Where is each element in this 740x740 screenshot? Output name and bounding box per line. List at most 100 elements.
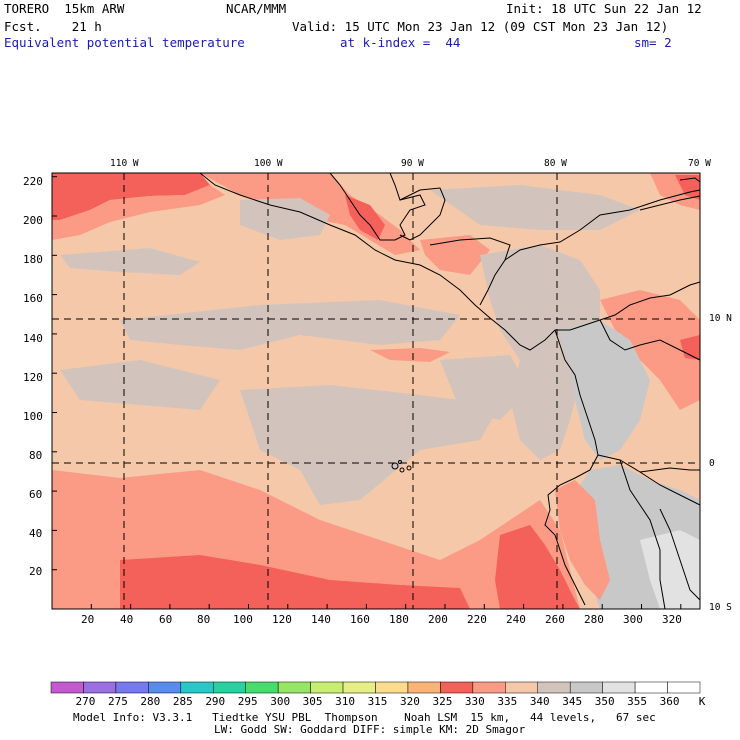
colorbar-swatch: [148, 681, 182, 694]
grey-band-central: [120, 300, 460, 350]
brazil-border: [639, 467, 700, 473]
x-tick-label: 260: [545, 613, 565, 626]
x-tick-label: 120: [272, 613, 292, 626]
colorbar-swatch: [375, 681, 409, 694]
colorbar-label: 290: [205, 695, 226, 708]
grey-band-ocean-mid: [440, 355, 530, 420]
y-tick-label: 80: [29, 449, 43, 462]
level-label: at k-index = 44: [340, 35, 461, 50]
colorbar-swatch: [115, 681, 149, 694]
lon-label-110w: 110 W: [110, 158, 139, 169]
grey-band-south: [240, 385, 500, 505]
grey-colombia-land: [560, 320, 650, 460]
x-tick-label: 240: [506, 613, 526, 626]
gulf-coast: [329, 172, 426, 241]
colorbar-swatch: [602, 681, 636, 694]
valid-time: Valid: 15 UTC Mon 23 Jan 12 (09 CST Mon …: [292, 19, 669, 34]
x-tick-label: 100: [233, 613, 253, 626]
colorbar-swatch: [634, 681, 668, 694]
hot-patch-peru: [495, 525, 580, 609]
x-tick-label: 220: [467, 613, 487, 626]
warm-patch-nw-edge: [52, 185, 225, 240]
warm-patch-colombia-coast: [600, 290, 700, 410]
warm-patch-nw: [52, 173, 210, 220]
graticule: [52, 173, 700, 609]
x-tick-label: 60: [159, 613, 173, 626]
x-tick-label: 160: [350, 613, 370, 626]
colorbar-swatch: [310, 681, 344, 694]
y-tick-label: 220: [23, 175, 43, 188]
colorbar-label: 295: [237, 695, 258, 708]
colorbar-swatch: [537, 681, 571, 694]
grey-band-middle: [60, 360, 220, 410]
map-frame: [51, 172, 701, 610]
x-tick-label: 40: [120, 613, 134, 626]
x-tick-label: 300: [623, 613, 643, 626]
colorbar-swatch: [342, 681, 376, 694]
grey-band-east: [430, 185, 640, 230]
colorbar-swatch: [245, 681, 279, 694]
colorbar-swatch: [407, 681, 441, 694]
colorbar-label: 300: [270, 695, 291, 708]
temperature-fill: [52, 173, 700, 609]
colorbar-swatch: [213, 681, 246, 694]
colorbar-label: 305: [302, 695, 323, 708]
colorbar-label: 350: [594, 695, 615, 708]
colorbar-label: 315: [367, 695, 388, 708]
colorbar-label: 335: [497, 695, 518, 708]
colorbar-label: 310: [335, 695, 355, 708]
y-tick-label: 100: [23, 410, 43, 423]
ecuador-border: [597, 454, 701, 506]
y-tick-label: 20: [29, 565, 43, 578]
colorbar-swatch: [180, 681, 214, 694]
y-tick-label: 120: [23, 371, 43, 384]
colorbar-label: 330: [464, 695, 485, 708]
grey-band-colombia: [480, 245, 600, 460]
x-tick-label: 200: [428, 613, 448, 626]
colorbar-swatch: [667, 681, 701, 694]
colorbar-label: 340: [529, 695, 550, 708]
axis-ticks: [52, 176, 682, 609]
warm-patch-caribbean-red: [675, 175, 700, 200]
colombia-venezuela-border: [599, 319, 701, 361]
init-time: Init: 18 UTC Sun 22 Jan 12: [506, 1, 702, 16]
colorbar-swatch: [440, 681, 474, 694]
lon-label-70w: 70 W: [688, 158, 711, 169]
peru-border: [619, 459, 666, 610]
honduras-coast: [429, 237, 511, 306]
hot-band-south-pacific: [120, 555, 470, 609]
x-tick-label: 80: [197, 613, 211, 626]
center-name: NCAR/MMM: [226, 1, 287, 16]
colorbar-label: 325: [432, 695, 453, 708]
colorbar-label: 270: [75, 695, 96, 708]
colorbar-unit: K: [698, 695, 706, 708]
y-tick-label: 180: [23, 253, 43, 266]
warm-patch-colombia-red: [680, 335, 700, 360]
model-info-line2: LW: Godd SW: Goddard DIFF: simple KM: 2D…: [214, 723, 526, 736]
field-name: Equivalent potential temperature: [4, 35, 245, 50]
chile-border: [659, 508, 701, 601]
x-tick-label: 180: [389, 613, 409, 626]
y-tick-label: 200: [23, 214, 43, 227]
warm-patch-guatemala: [345, 195, 385, 240]
colorbar-swatch: [569, 681, 603, 694]
lat-label-10s: 10 S: [709, 602, 732, 613]
colorbar-label: 345: [562, 695, 583, 708]
colorbar-label: 360: [659, 695, 680, 708]
grey-band-gulf: [240, 198, 330, 240]
lon-label-80w: 80 W: [544, 158, 567, 169]
lat-label-10n: 10 N: [709, 313, 732, 324]
warm-andes-coast: [555, 480, 610, 600]
lon-label-90w: 90 W: [401, 158, 424, 169]
y-tick-label: 160: [23, 292, 43, 305]
y-tick-label: 140: [23, 332, 43, 345]
x-tick-label: 280: [584, 613, 604, 626]
y-tick-label: 60: [29, 488, 43, 501]
caribbean-coast: [504, 189, 701, 261]
south-america-coast: [544, 329, 599, 606]
colorbar-label: 320: [400, 695, 420, 708]
model-name: TORERO 15km ARW: [4, 1, 125, 16]
colorbar-label: 285: [172, 695, 193, 708]
colorbar-swatch: [277, 681, 311, 694]
x-tick-label: 20: [81, 613, 95, 626]
